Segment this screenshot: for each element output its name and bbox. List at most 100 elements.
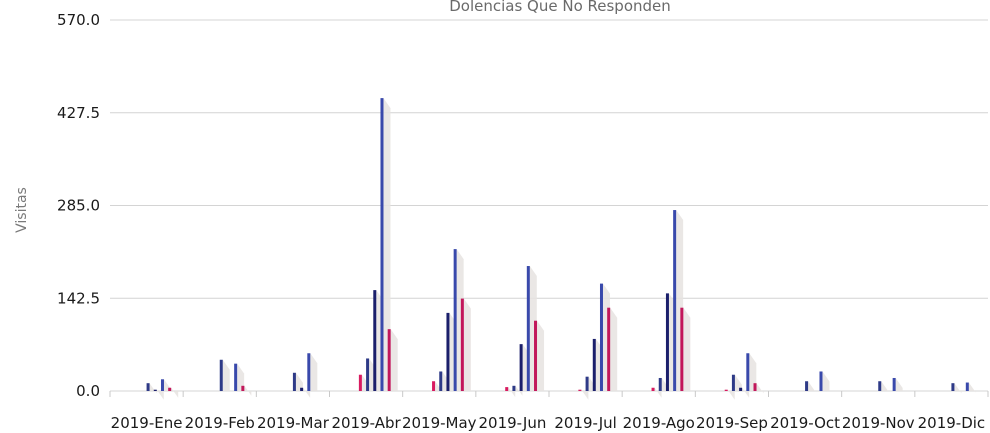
x-tick-label: 2019-May	[402, 414, 477, 432]
bar-shadow	[954, 383, 962, 394]
bar	[673, 210, 677, 391]
x-tick-label: 2019-Feb	[185, 414, 255, 432]
bar	[432, 381, 436, 391]
bar	[219, 359, 223, 391]
x-axis-ticks: 2019-Ene 2019-Feb 2019-Mar 2019-Abr 2019-May…	[109, 391, 989, 432]
bar	[234, 363, 238, 391]
bar-shadow	[895, 377, 903, 391]
bar-shadow	[463, 298, 471, 391]
bar	[592, 338, 596, 391]
bar-shadow	[508, 387, 516, 398]
bar	[387, 329, 391, 391]
bar	[534, 320, 538, 391]
bar	[965, 382, 969, 391]
bar-shadow	[610, 307, 618, 391]
bar-shadow	[303, 387, 311, 398]
bar	[731, 374, 735, 391]
y-tick-label: 142.5	[57, 289, 100, 307]
bar	[307, 353, 311, 391]
bar	[658, 377, 662, 391]
bar	[951, 383, 955, 391]
bar	[526, 266, 530, 391]
bar-shadow	[295, 372, 303, 391]
bar-shadow	[968, 382, 976, 393]
y-tick-label: 570.0	[57, 11, 100, 29]
bar	[380, 98, 384, 392]
x-tick-label: 2019-Mar	[257, 414, 330, 432]
bar	[505, 387, 509, 391]
bar	[168, 387, 172, 391]
bar	[680, 307, 684, 391]
bar	[651, 387, 655, 391]
x-tick-label: 2019-Ene	[111, 414, 183, 432]
x-tick-label: 2019-Nov	[842, 414, 915, 432]
bar	[607, 307, 611, 391]
bar	[746, 353, 750, 391]
bar	[739, 387, 743, 391]
y-tick-label: 285.0	[57, 197, 100, 215]
x-tick-label: 2019-Jun	[478, 414, 546, 432]
bar	[724, 389, 728, 391]
bar	[153, 389, 157, 391]
x-tick-label: 2019-Sep	[696, 414, 768, 432]
bar	[373, 290, 377, 391]
bar	[805, 381, 809, 391]
bar	[599, 283, 603, 391]
bar-shadow	[727, 389, 735, 400]
bar-series	[146, 98, 976, 400]
bar	[160, 379, 164, 391]
x-tick-label: 2019-Abr	[331, 414, 401, 432]
bar	[241, 385, 245, 391]
bar	[519, 344, 523, 391]
bar-shadow	[171, 387, 179, 398]
bar-shadow	[881, 381, 889, 392]
y-axis-ticks: 0.0 142.5 285.0 427.5 570.0	[57, 11, 100, 400]
bar-shadow	[383, 98, 391, 392]
bar	[753, 383, 757, 391]
bar-shadow	[222, 359, 230, 391]
x-tick-label: 2019-Dic	[918, 414, 986, 432]
bar-shadow	[156, 389, 164, 400]
bar	[665, 293, 669, 391]
bar	[460, 298, 464, 391]
bar	[366, 358, 370, 391]
bar-shadow	[244, 385, 252, 396]
bar-shadow	[822, 371, 830, 391]
x-tick-label: 2019-Jul	[554, 414, 617, 432]
bar-shadow	[654, 387, 662, 398]
grid-lines	[110, 19, 988, 392]
y-axis-title: Visitas	[14, 187, 30, 233]
bar	[892, 377, 896, 391]
bar	[453, 249, 457, 391]
chart-title: Dolencias Que No Responden	[449, 0, 671, 15]
bar	[819, 371, 823, 391]
bar-shadow	[742, 387, 750, 398]
bar-shadow	[749, 353, 757, 391]
bar	[578, 389, 582, 391]
bar-shadow	[808, 381, 816, 392]
bar-shadow	[310, 353, 318, 391]
bar-shadow	[756, 383, 764, 394]
bar	[439, 371, 443, 391]
bar	[146, 383, 150, 391]
bar	[512, 385, 516, 391]
bar-shadow	[683, 307, 691, 391]
bar-shadow	[581, 389, 589, 400]
y-tick-label: 427.5	[57, 104, 100, 122]
bar	[585, 376, 589, 391]
bar	[878, 381, 882, 391]
bar-shadow	[149, 383, 157, 394]
x-tick-label: 2019-Oct	[770, 414, 840, 432]
bar	[446, 312, 450, 391]
bar-shadow	[537, 320, 545, 391]
bar-shadow	[515, 385, 523, 396]
bar	[292, 372, 296, 391]
y-tick-label: 0.0	[76, 382, 100, 400]
bar-shadow	[237, 363, 245, 391]
bar-shadow	[390, 329, 398, 391]
bar	[300, 387, 304, 391]
bar-shadow	[734, 374, 742, 391]
bar	[358, 374, 362, 391]
